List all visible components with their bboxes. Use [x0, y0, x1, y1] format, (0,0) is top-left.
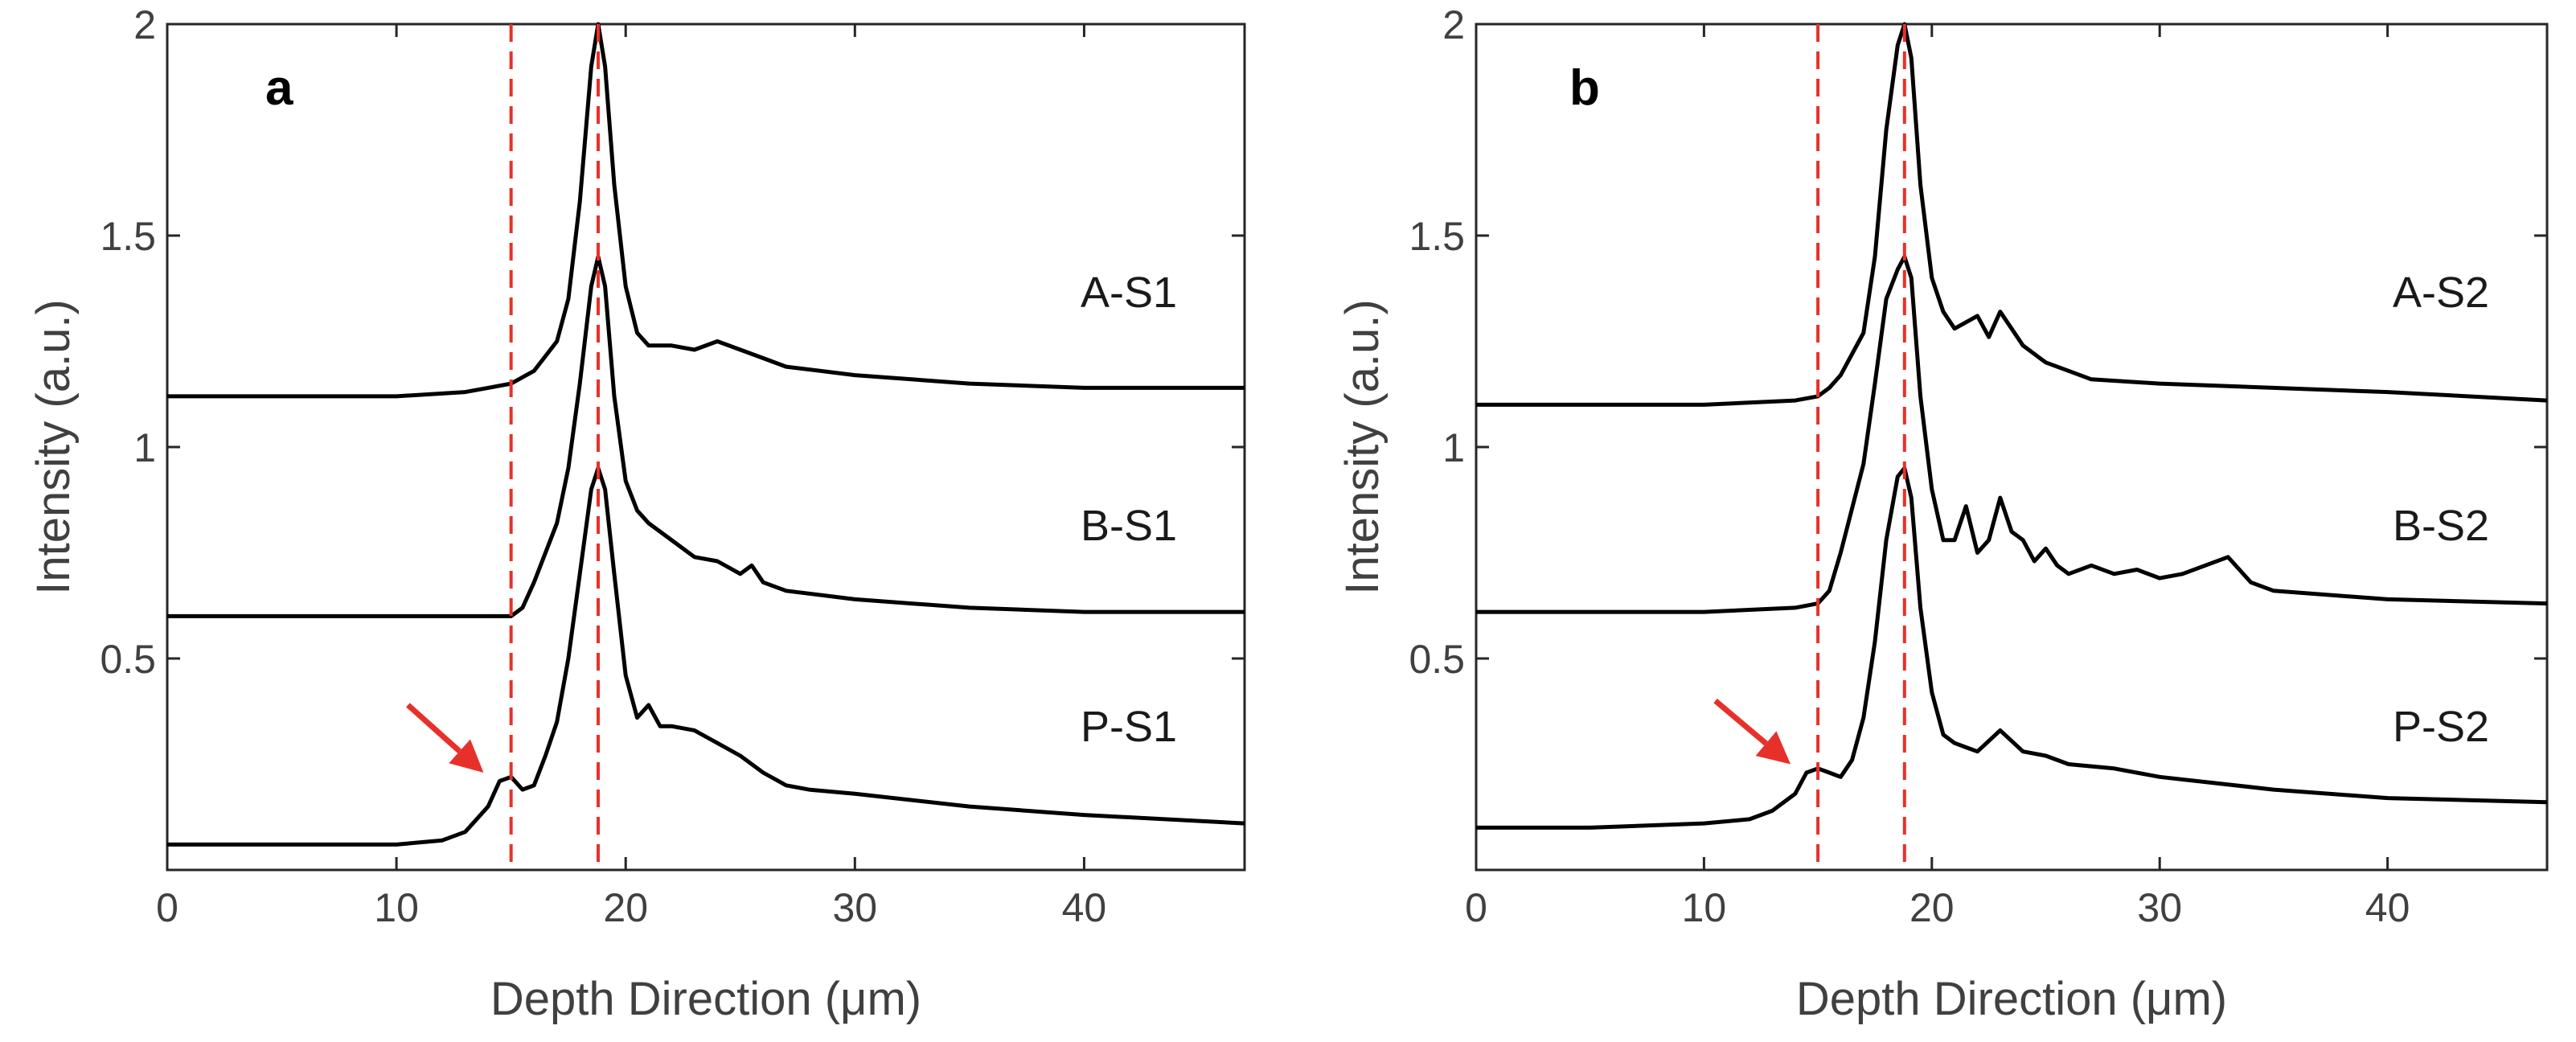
arrow-head-icon [1755, 731, 1791, 765]
panel-b: 0 10 20 30 40 0.5 1 1.5 2 Depth Direction (μm) Int… [1336, 2, 2549, 1025]
x-tick-label: 20 [603, 885, 648, 930]
series-line-b-s2 [1476, 254, 2548, 614]
x-tick-label: 0 [1465, 885, 1487, 930]
y-axis-label: Intensity (a.u.) [27, 299, 80, 594]
x-tick-label: 0 [156, 885, 178, 930]
arrow-shaft [1713, 698, 1768, 746]
y-tick-label: 2 [133, 2, 156, 47]
x-tick-label: 30 [2137, 885, 2182, 930]
x-tick-label: 20 [1909, 885, 1955, 930]
x-axis-label: Depth Direction (μm) [1796, 973, 2227, 1025]
x-tick-label: 10 [1682, 885, 1727, 930]
series-label: A-S1 [1081, 269, 1177, 317]
arrow-head-icon [449, 739, 484, 773]
series-line-a-s2 [1476, 22, 2548, 407]
series-line-a-s1 [167, 22, 1245, 399]
series-label: B-S2 [2393, 502, 2489, 550]
panel-a: 0 10 20 30 40 0.5 1 1.5 2 Depth Direction (μm) Int… [27, 2, 1246, 1025]
x-tick-label: 10 [374, 885, 419, 930]
series-label: P-S1 [1081, 703, 1177, 751]
panel-letter: b [1569, 60, 1600, 116]
x-tick-label: 40 [1062, 885, 1107, 930]
y-tick-label: 1.5 [1409, 214, 1465, 259]
y-tick-label: 0.5 [100, 637, 156, 682]
x-tick-label: 40 [2365, 885, 2410, 930]
y-tick-label: 1 [1442, 425, 1465, 470]
panel-letter: a [265, 60, 293, 116]
series-label: B-S1 [1081, 502, 1177, 550]
series-line-p-s1 [167, 466, 1245, 847]
series-label: A-S2 [2393, 269, 2489, 317]
y-axis-label: Intensity (a.u.) [1336, 299, 1388, 594]
arrow-shaft [406, 703, 461, 753]
series-line-p-s2 [1476, 466, 2548, 830]
y-tick-label: 1 [133, 425, 156, 470]
series-label: P-S2 [2393, 703, 2489, 751]
x-tick-label: 30 [833, 885, 878, 930]
x-axis-label: Depth Direction (μm) [490, 973, 921, 1025]
y-tick-label: 2 [1442, 2, 1465, 47]
y-tick-label: 1.5 [100, 214, 156, 259]
series-line-b-s1 [167, 254, 1245, 618]
y-tick-label: 0.5 [1409, 637, 1465, 682]
